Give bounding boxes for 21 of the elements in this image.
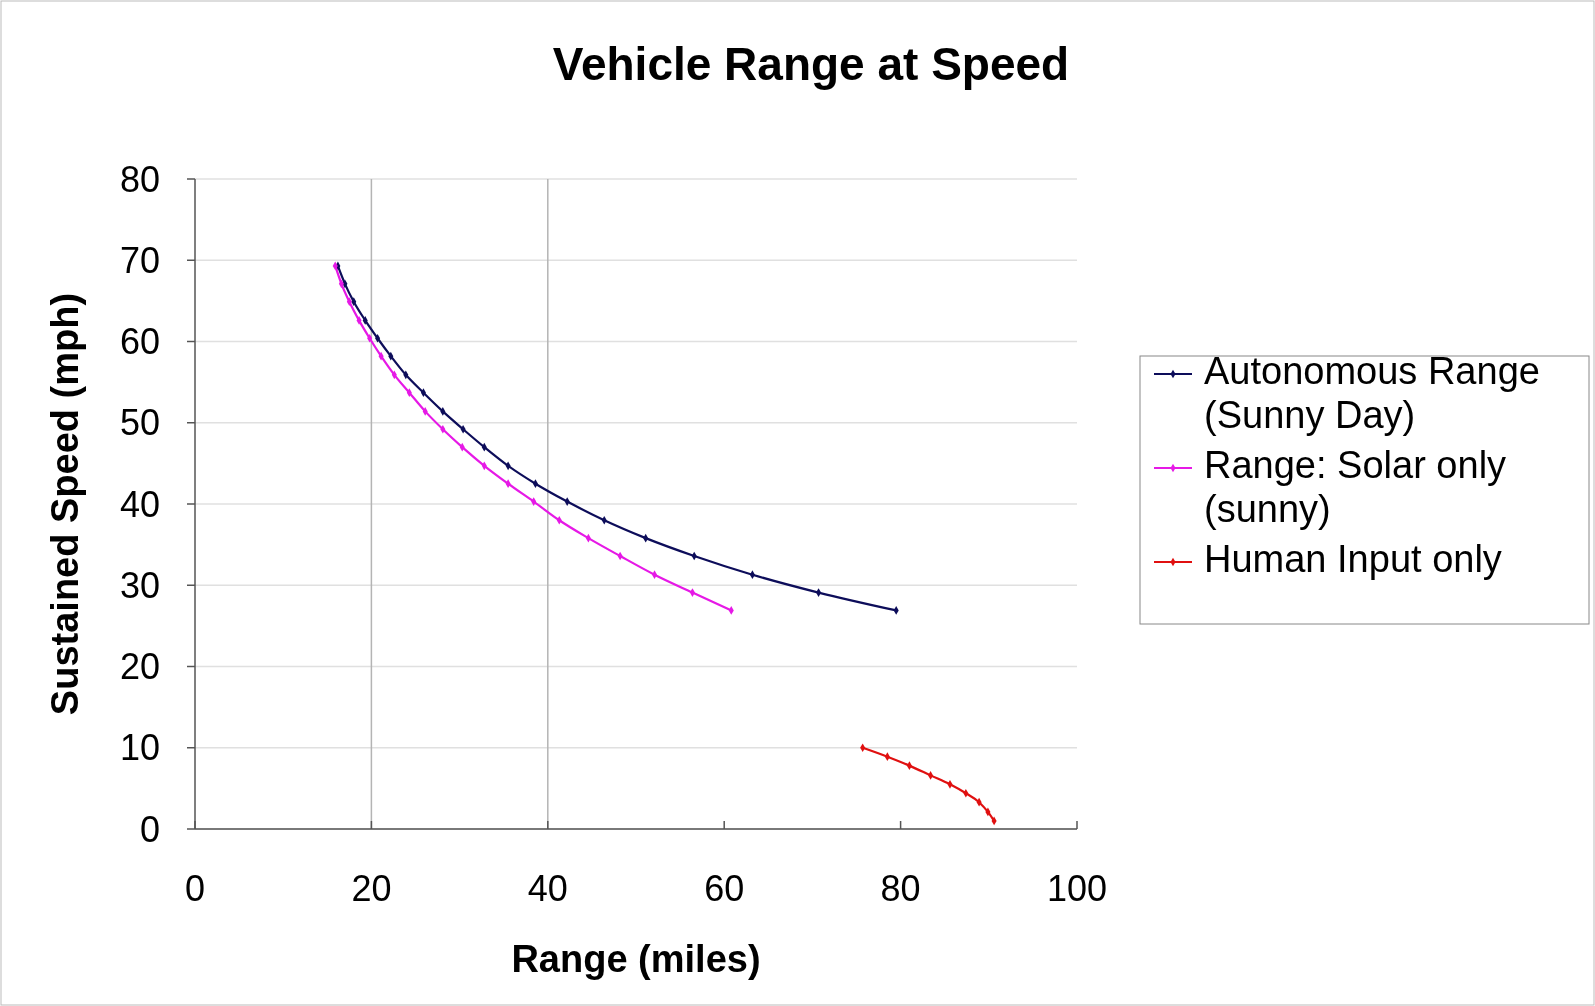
legend-label: Human Input only bbox=[1204, 538, 1502, 580]
y-tick-label: 0 bbox=[139, 808, 160, 850]
x-tick-label: 80 bbox=[880, 868, 921, 909]
x-axis-title: Range (miles) bbox=[511, 938, 761, 980]
legend-label: Autonomous Range (Sunny Day) bbox=[1204, 350, 1540, 436]
legend-label: Range: Solar only (sunny) bbox=[1204, 444, 1507, 530]
x-tick-label: 20 bbox=[351, 868, 392, 909]
y-tick-label: 40 bbox=[119, 483, 160, 525]
x-tick-label: 100 bbox=[1046, 868, 1108, 909]
y-tick-label: 80 bbox=[119, 158, 160, 200]
y-axis-title: Sustained Speed (mph) bbox=[44, 292, 86, 716]
y-tick-label: 50 bbox=[119, 402, 160, 444]
x-tick-label: 40 bbox=[527, 868, 568, 909]
y-tick-label: 20 bbox=[119, 646, 160, 688]
x-tick-label: 60 bbox=[704, 868, 745, 909]
y-tick-label: 60 bbox=[119, 321, 160, 363]
x-tick-label: 0 bbox=[184, 868, 206, 909]
y-tick-label: 30 bbox=[119, 564, 160, 606]
chart-title: Vehicle Range at Speed bbox=[552, 38, 1070, 90]
y-tick-label: 70 bbox=[119, 239, 160, 281]
y-tick-label: 10 bbox=[119, 727, 160, 769]
